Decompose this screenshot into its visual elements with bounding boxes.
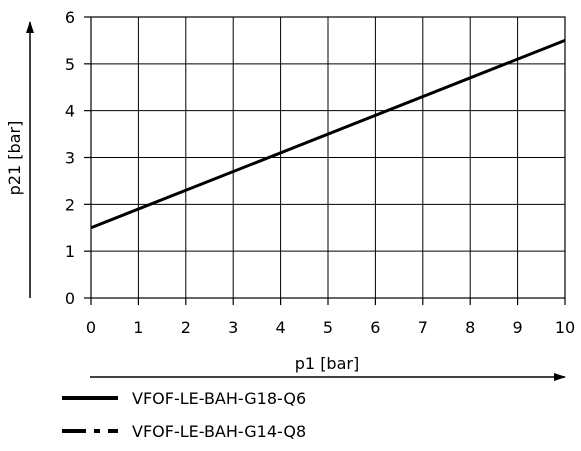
x-tick-label-5: 5 (323, 318, 333, 337)
series-line-1 (90, 39, 566, 230)
x-tick-label-8: 8 (465, 318, 475, 337)
x-tick-label-3: 3 (228, 318, 238, 337)
x-tick-label-10: 10 (555, 318, 575, 337)
x-tick-label-1: 1 (133, 318, 143, 337)
y-tick-label-6: 6 (65, 8, 75, 27)
y-tick-label-0: 0 (65, 289, 75, 308)
legend-label-series-1: VFOF-LE-BAH-G18-Q6 (132, 389, 306, 408)
x-tick-label-7: 7 (418, 318, 428, 337)
y-axis-title: p21 [bar] (5, 121, 24, 196)
legend: VFOF-LE-BAH-G18-Q6 VFOF-LE-BAH-G14-Q8 (62, 389, 306, 441)
y-tick-label-4: 4 (65, 102, 75, 121)
y-tick-labels: 0 1 2 3 4 5 6 (65, 8, 75, 308)
x-tick-label-9: 9 (513, 318, 523, 337)
grid (90, 16, 566, 299)
x-tick-label-4: 4 (276, 318, 286, 337)
x-tick-labels: 0 1 2 3 4 5 6 7 8 9 10 (86, 318, 575, 337)
series-lines (90, 39, 566, 230)
x-tick-label-6: 6 (370, 318, 380, 337)
legend-label-series-2: VFOF-LE-BAH-G14-Q8 (132, 422, 306, 441)
tick-marks (84, 16, 566, 305)
y-tick-label-2: 2 (65, 195, 75, 214)
x-tick-label-0: 0 (86, 318, 96, 337)
x-axis-title: p1 [bar] (295, 354, 359, 373)
y-tick-label-1: 1 (65, 242, 75, 261)
x-tick-label-2: 2 (181, 318, 191, 337)
y-tick-label-3: 3 (65, 149, 75, 168)
y-tick-label-5: 5 (65, 55, 75, 74)
